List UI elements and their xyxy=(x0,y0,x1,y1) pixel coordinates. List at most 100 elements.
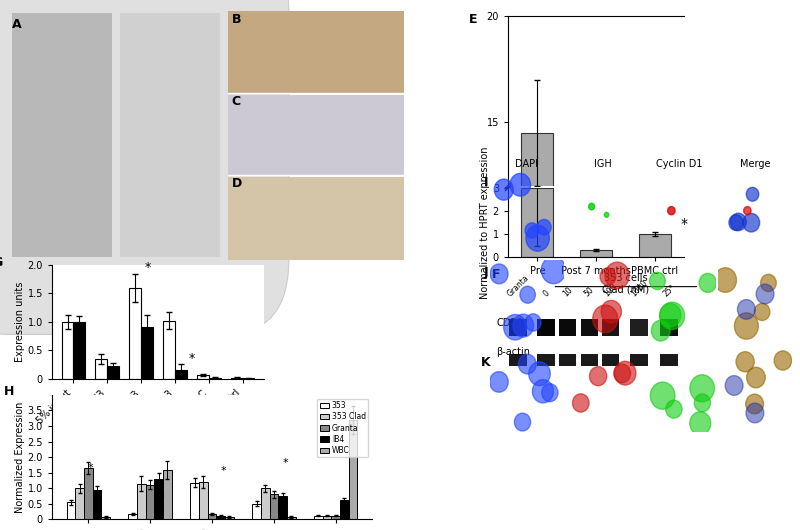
Bar xyxy=(638,234,671,257)
Bar xyxy=(661,319,678,335)
Bar xyxy=(287,517,295,519)
Circle shape xyxy=(774,351,792,370)
Bar xyxy=(62,322,74,379)
Text: 100: 100 xyxy=(602,281,619,298)
Bar xyxy=(522,132,554,440)
Y-axis label: Expression units: Expression units xyxy=(15,282,25,362)
Bar xyxy=(163,321,175,379)
Circle shape xyxy=(614,361,636,385)
Circle shape xyxy=(746,188,758,201)
Circle shape xyxy=(514,413,530,431)
Text: I: I xyxy=(484,175,488,189)
Circle shape xyxy=(529,362,550,386)
FancyBboxPatch shape xyxy=(0,0,289,334)
Bar xyxy=(190,483,199,519)
Text: C: C xyxy=(231,95,241,108)
Circle shape xyxy=(666,400,682,418)
Text: *: * xyxy=(189,352,195,365)
Circle shape xyxy=(651,320,670,341)
Bar xyxy=(230,378,242,379)
Circle shape xyxy=(690,375,714,402)
Circle shape xyxy=(746,367,766,388)
Circle shape xyxy=(660,302,685,330)
Circle shape xyxy=(518,354,536,374)
Text: 10: 10 xyxy=(561,285,574,298)
Circle shape xyxy=(589,204,594,210)
Circle shape xyxy=(504,314,526,340)
Text: B: B xyxy=(231,13,241,26)
Bar xyxy=(93,490,102,519)
Circle shape xyxy=(494,179,514,200)
Bar xyxy=(225,517,234,519)
Circle shape xyxy=(730,213,746,231)
Bar xyxy=(175,370,186,379)
Bar xyxy=(197,375,209,379)
Bar xyxy=(120,13,220,257)
Circle shape xyxy=(746,403,764,423)
Legend: 353, 353 Clad, Granta, IB4, WBC: 353, 353 Clad, Granta, IB4, WBC xyxy=(318,399,368,457)
Bar xyxy=(129,514,137,519)
Title: Merge: Merge xyxy=(739,159,770,169)
Bar xyxy=(602,319,619,335)
Bar xyxy=(602,354,619,366)
Bar xyxy=(510,354,526,366)
Circle shape xyxy=(526,314,541,331)
Bar xyxy=(146,484,154,519)
Circle shape xyxy=(542,384,558,402)
Circle shape xyxy=(537,219,551,235)
Text: *: * xyxy=(145,261,151,273)
Title: Cyclin D1: Cyclin D1 xyxy=(655,159,702,169)
Circle shape xyxy=(736,352,754,372)
Circle shape xyxy=(734,313,758,339)
Circle shape xyxy=(573,394,589,412)
Circle shape xyxy=(513,314,534,337)
Circle shape xyxy=(743,214,760,232)
Bar xyxy=(538,319,554,335)
Title: IGH: IGH xyxy=(594,159,612,169)
Bar xyxy=(559,354,576,366)
Bar xyxy=(12,13,112,257)
Circle shape xyxy=(490,372,508,392)
Bar xyxy=(84,468,93,519)
Text: E: E xyxy=(470,13,478,25)
Circle shape xyxy=(593,305,618,333)
Circle shape xyxy=(601,301,622,323)
Bar xyxy=(510,319,526,335)
Bar xyxy=(107,366,119,379)
Text: 0: 0 xyxy=(541,288,551,298)
Text: 50: 50 xyxy=(582,285,596,298)
Bar xyxy=(538,354,554,366)
Text: *: * xyxy=(681,217,687,231)
Text: *: * xyxy=(220,466,226,476)
Bar xyxy=(141,326,153,379)
Bar xyxy=(199,482,208,519)
Text: K: K xyxy=(481,356,491,369)
Circle shape xyxy=(605,262,630,289)
Bar xyxy=(661,354,678,366)
Circle shape xyxy=(525,223,539,238)
Text: G: G xyxy=(0,256,3,269)
Bar xyxy=(559,319,576,335)
Bar xyxy=(322,516,331,519)
Bar xyxy=(66,502,75,519)
Bar xyxy=(331,516,340,519)
Bar xyxy=(154,479,163,519)
Circle shape xyxy=(520,286,535,303)
Text: J: J xyxy=(484,266,488,279)
Bar xyxy=(137,483,146,519)
Bar xyxy=(95,359,107,379)
Text: 353 cells: 353 cells xyxy=(604,272,648,282)
Text: 25*: 25* xyxy=(661,282,677,298)
Circle shape xyxy=(532,379,554,403)
Bar xyxy=(580,250,612,257)
Circle shape xyxy=(725,376,743,395)
Circle shape xyxy=(699,273,717,293)
Bar xyxy=(252,504,261,519)
Circle shape xyxy=(542,257,566,284)
Text: F: F xyxy=(492,268,501,281)
Bar xyxy=(75,488,84,519)
Text: Granta: Granta xyxy=(506,273,530,298)
Circle shape xyxy=(590,367,606,386)
Bar xyxy=(208,514,216,519)
Bar xyxy=(163,470,172,519)
